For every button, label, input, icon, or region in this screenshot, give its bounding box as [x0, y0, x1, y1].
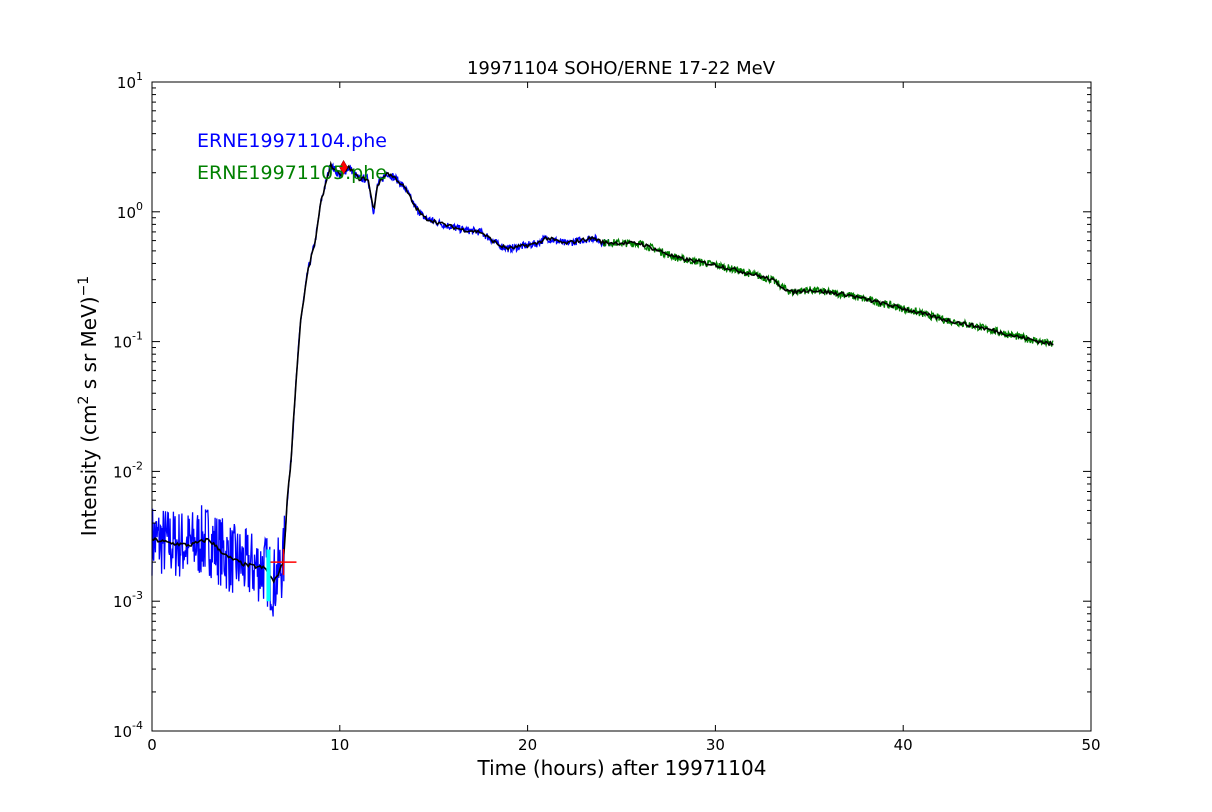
plot-area	[151, 159, 1054, 617]
y-tick-label: 101	[117, 70, 143, 92]
y-tick-exponent: 1	[136, 70, 143, 83]
legend-label-1: ERNE19971104.phe	[197, 130, 387, 152]
y-tick-base: 10	[113, 463, 132, 481]
x-tick-label: 10	[330, 736, 349, 754]
x-tick-label: 20	[518, 736, 537, 754]
series-line-erne19971104	[151, 162, 613, 617]
smoothed-line	[151, 160, 1054, 584]
y-tick-base: 10	[117, 74, 136, 92]
y-tick-label: 10-4	[113, 719, 143, 741]
y-tick-label: 100	[117, 200, 143, 222]
y-tick-exponent: -4	[132, 719, 143, 732]
onset-marker	[270, 549, 297, 576]
x-tick-label: 40	[894, 736, 913, 754]
x-tick-label: 30	[706, 736, 725, 754]
x-tick-label: 0	[147, 736, 157, 754]
axes-frame	[151, 81, 1092, 732]
peak-marker	[339, 159, 348, 175]
y-tick-base: 10	[113, 334, 132, 352]
x-tick-label: 50	[1081, 736, 1100, 754]
y-tick-label: 10-2	[113, 459, 143, 481]
y-tick-exponent: 0	[136, 200, 143, 213]
y-axis-label: Intensity (cm2 s sr MeV)−1	[76, 276, 101, 536]
y-tick-exponent: -2	[132, 459, 143, 472]
y-tick-label: 10-1	[113, 330, 143, 352]
y-tick-base: 10	[117, 204, 136, 222]
y-tick-exponent: -1	[132, 330, 143, 343]
legend-label-2: ERNE19971105.phe	[197, 162, 387, 184]
y-tick-exponent: -3	[132, 589, 143, 602]
x-axis-label: Time (hours) after 19971104	[477, 756, 767, 780]
y-tick-base: 10	[113, 723, 132, 741]
chart-title: 19971104 SOHO/ERNE 17-22 MeV	[467, 58, 776, 79]
y-tick-label: 10-3	[113, 589, 143, 611]
y-tick-base: 10	[113, 593, 132, 611]
